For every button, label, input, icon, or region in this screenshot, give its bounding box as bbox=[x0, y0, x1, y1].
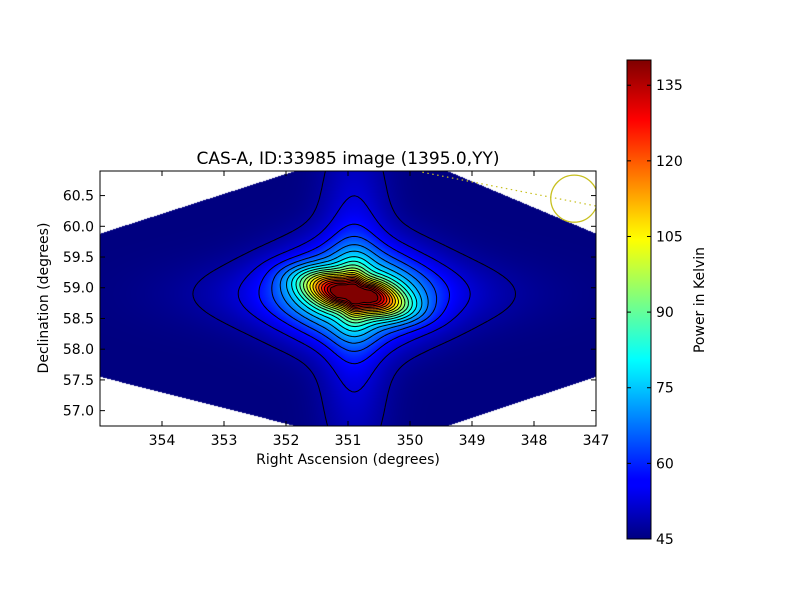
colorbar-tick-6: 135 bbox=[627, 78, 683, 94]
y-tick-2: 58.0 bbox=[63, 342, 596, 358]
x-tick-1: 353 bbox=[211, 171, 238, 449]
colorbar-label: Power in Kelvin bbox=[692, 247, 708, 353]
colorbar-tick-label: 45 bbox=[656, 532, 674, 548]
colorbar-tick-label: 120 bbox=[656, 154, 683, 170]
colorbar-tick-0: 45 bbox=[627, 532, 674, 548]
colorbar-tick-1: 60 bbox=[627, 456, 674, 472]
y-tick-label: 57.0 bbox=[63, 404, 94, 420]
x-tick-7: 347 bbox=[583, 171, 610, 449]
y-tick-1: 57.5 bbox=[63, 373, 596, 389]
x-tick-label: 348 bbox=[521, 433, 548, 449]
y-tick-label: 57.5 bbox=[63, 373, 94, 389]
x-axis-label: Right Ascension (degrees) bbox=[256, 452, 440, 468]
x-tick-3: 351 bbox=[335, 171, 362, 449]
x-tick-label: 347 bbox=[583, 433, 610, 449]
colorbar-tick-4: 105 bbox=[627, 229, 683, 245]
x-tick-label: 349 bbox=[459, 433, 486, 449]
x-tick-label: 351 bbox=[335, 433, 362, 449]
x-tick-6: 348 bbox=[521, 171, 548, 449]
colorbar-gradient bbox=[626, 59, 652, 540]
y-tick-label: 60.5 bbox=[63, 189, 94, 205]
x-tick-label: 350 bbox=[397, 433, 424, 449]
colorbar-tick-label: 105 bbox=[656, 229, 683, 245]
colorbar-tick-3: 90 bbox=[627, 305, 674, 321]
x-tick-label: 354 bbox=[149, 433, 176, 449]
x-tick-4: 350 bbox=[397, 171, 424, 449]
x-axis: 354 353 352 351 350 349 348 347 bbox=[149, 171, 610, 468]
y-tick-label: 58.5 bbox=[63, 311, 94, 327]
y-tick-4: 59.0 bbox=[63, 281, 596, 297]
x-tick-2: 352 bbox=[273, 171, 300, 449]
y-tick-label: 58.0 bbox=[63, 342, 94, 358]
y-axis-label: Declination (degrees) bbox=[36, 223, 52, 374]
beam-marker bbox=[550, 174, 596, 223]
x-tick-label: 352 bbox=[273, 433, 300, 449]
y-tick-3: 58.5 bbox=[63, 311, 596, 327]
colorbar-tick-label: 75 bbox=[656, 381, 674, 397]
colorbar-tick-2: 75 bbox=[627, 381, 674, 397]
y-tick-label: 60.0 bbox=[63, 219, 94, 235]
x-tick-0: 354 bbox=[149, 171, 176, 449]
colorbar-tick-label: 135 bbox=[656, 78, 683, 94]
y-tick-6: 60.0 bbox=[63, 219, 596, 235]
x-tick-5: 349 bbox=[459, 171, 486, 449]
y-tick-0: 57.0 bbox=[63, 404, 596, 420]
y-tick-5: 59.5 bbox=[63, 250, 596, 266]
colorbar: 45 60 75 90 105 120 135 Power in Kelvin bbox=[626, 59, 708, 548]
plot-area bbox=[99, 170, 597, 427]
y-tick-label: 59.0 bbox=[63, 281, 94, 297]
y-tick-7: 60.5 bbox=[63, 189, 596, 205]
y-tick-label: 59.5 bbox=[63, 250, 94, 266]
colorbar-tick-label: 90 bbox=[656, 305, 674, 321]
heatmap-image bbox=[100, 171, 596, 426]
y-axis: 57.0 57.5 58.0 58.5 59.0 59.5 60.0 60.5 bbox=[36, 189, 596, 420]
colorbar-tick-label: 60 bbox=[656, 456, 674, 472]
chart-title: CAS-A, ID:33985 image (1395.0,YY) bbox=[196, 149, 499, 169]
heatmap-contours bbox=[192, 171, 516, 426]
x-tick-label: 353 bbox=[211, 433, 238, 449]
colorbar-tick-5: 120 bbox=[627, 154, 683, 170]
